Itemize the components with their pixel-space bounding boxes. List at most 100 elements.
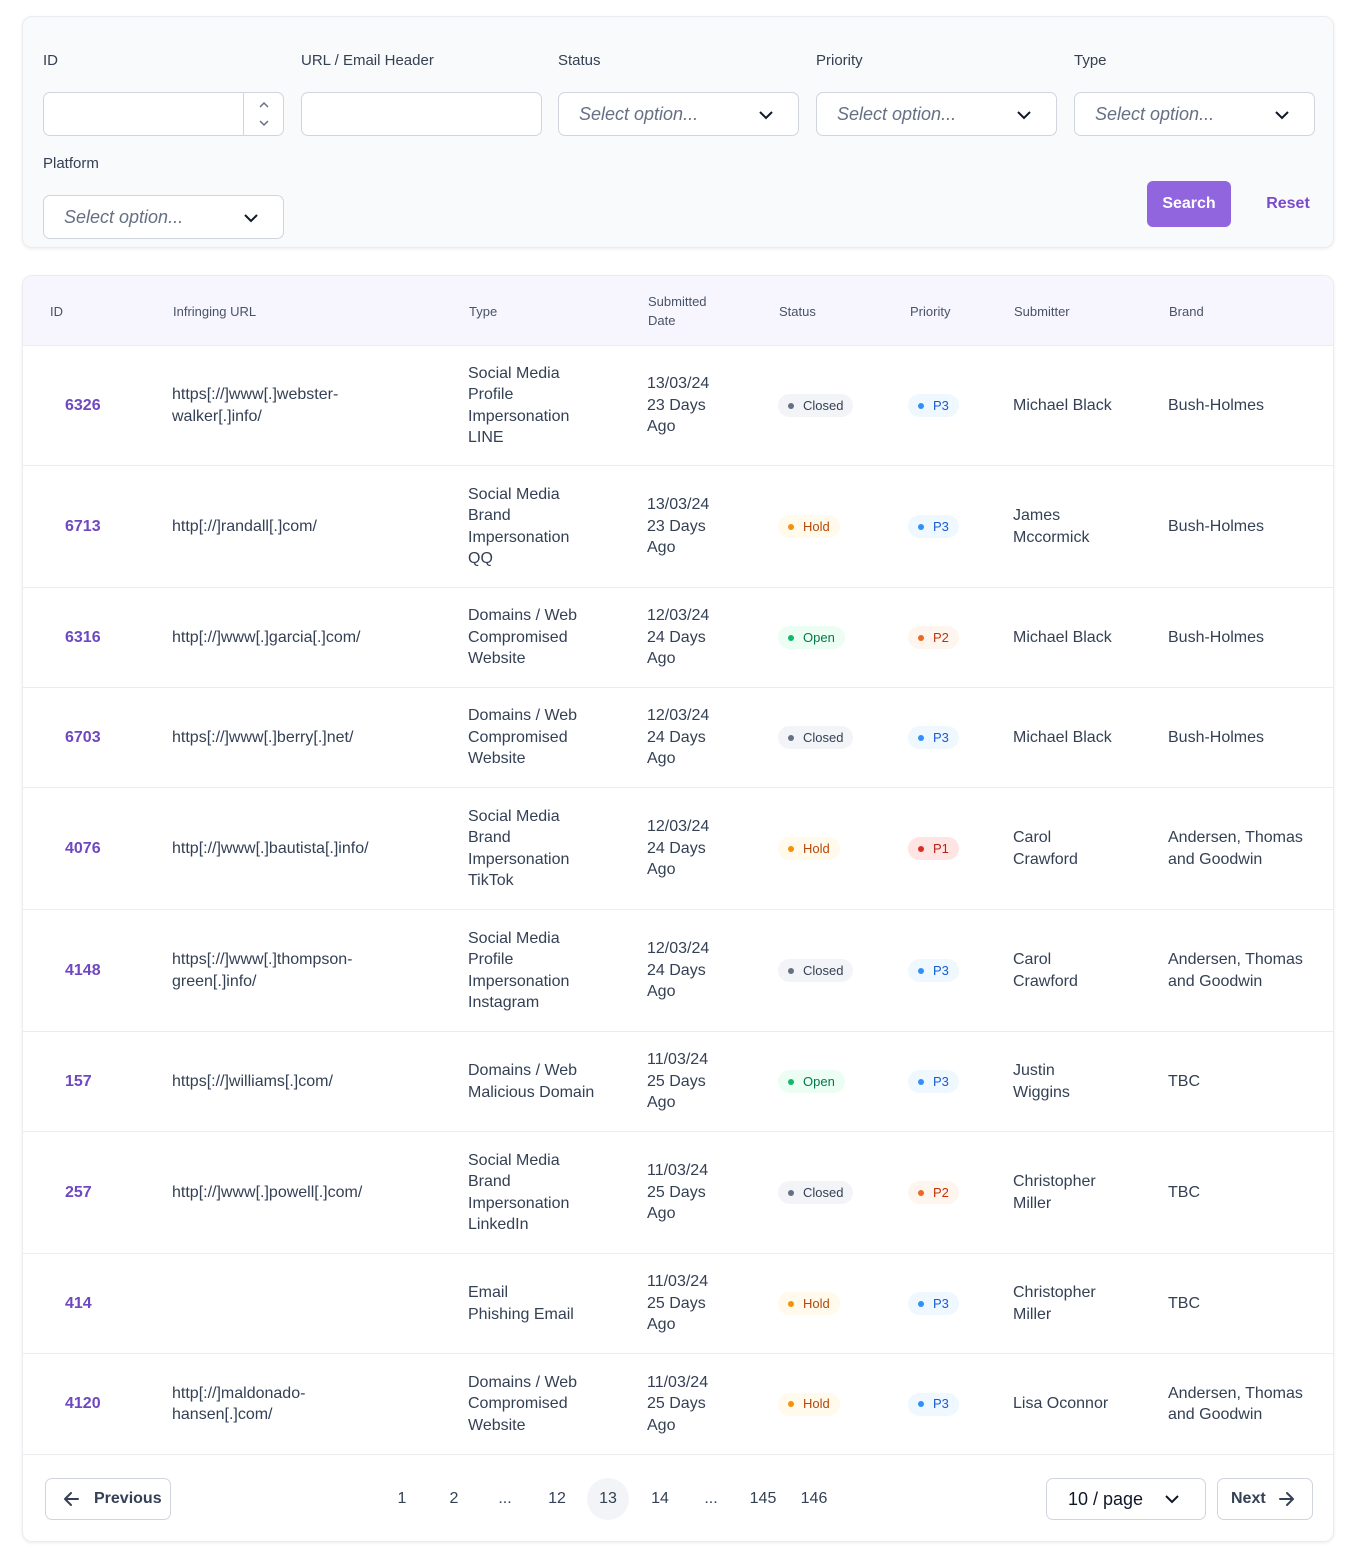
id-cell-text[interactable]: 6326 [65,396,101,414]
id-cell-text[interactable]: 4076 [65,839,101,857]
id-cell[interactable]: 157 [65,1032,92,1131]
date-cell: 12/03/24 24 Days Ago [647,788,709,909]
col-header-submitter-label: Submitter [1014,303,1070,319]
submitter-cell-text: Christopher Miller [1013,1173,1096,1212]
id-cell[interactable]: 6316 [65,588,101,687]
page-number[interactable]: 13 [587,1478,629,1520]
type-select[interactable]: Select option... [1074,92,1315,136]
priority-filter-label: Priority [816,52,863,69]
status-badge: Closed [778,394,854,417]
date-cell: 11/03/24 25 Days Ago [647,1132,708,1253]
previous-button[interactable]: Previous [45,1478,171,1520]
page-size-select[interactable]: 10 / page [1046,1478,1206,1520]
table-row[interactable]: 4076 http[://]www[.]bautista[.]info/Socia… [23,788,1333,910]
priority-filter: Priority Select option... [816,52,1057,136]
status-cell: Open [778,588,845,687]
arrow-right-icon [1278,1492,1294,1506]
url-cell: https[://]www[.]thompson- green[.]info/ [172,910,353,1031]
type-cell: Social Media Brand Impersonation LinkedI… [468,1132,569,1253]
col-header-id: ID [50,276,63,346]
status-dot-icon [788,845,794,852]
id-cell[interactable]: 4148 [65,910,101,1031]
date-cell: 12/03/24 24 Days Ago [647,588,709,687]
next-button[interactable]: Next [1217,1478,1313,1520]
id-cell-text[interactable]: 4120 [65,1395,101,1413]
page-number[interactable]: 14 [651,1490,669,1507]
priority-cell: P3 [908,1354,959,1454]
table-row[interactable]: 6326 https[://]www[.]webster- walker[.]in… [23,346,1333,466]
status-dot-icon [788,1078,794,1085]
url-cell: http[://]randall[.]com/ [172,466,317,587]
platform-select[interactable]: Select option... [43,195,284,239]
id-cell[interactable]: 6326 [65,346,101,465]
priority-select[interactable]: Select option... [816,92,1057,136]
date-cell-text: 13/03/24 23 Days Ago [647,496,710,557]
type-cell-text: Domains / Web Compromised Website [468,607,578,668]
reset-button[interactable]: Reset [1247,181,1329,227]
arrow-left-icon [64,1492,79,1506]
status-badge-label: Closed [803,729,844,745]
brand-cell: Bush-Holmes [1168,466,1264,587]
id-input[interactable] [43,92,284,136]
table-header: ID Infringing URL Type Submitted Date Status… [23,276,1333,346]
url-cell-text: http[://]maldonado- hansen[.]com/ [172,1384,306,1424]
priority-badge: P1 [908,837,959,860]
id-cell[interactable]: 4120 [65,1354,101,1454]
priority-badge-label: P3 [933,1073,949,1089]
brand-cell-text: Andersen, Thomas and Goodwin [1168,829,1303,868]
table-row[interactable]: 4120 http[://]maldonado- hansen[.]com/Dom… [23,1354,1333,1455]
id-cell[interactable]: 257 [65,1132,92,1253]
type-cell-text: Social Media Profile Impersonation LINE [468,364,570,447]
id-cell-text[interactable]: 6713 [65,517,101,535]
id-cell-text[interactable]: 157 [65,1072,92,1090]
id-stepper[interactable] [243,93,283,135]
col-header-submitted-date: Submitted Date [648,276,707,346]
table-row[interactable]: 6316 http[://]www[.]garcia[.]com/Domains … [23,588,1333,688]
table-row[interactable]: 4148 https[://]www[.]thompson- green[.]in… [23,910,1333,1032]
id-cell-text[interactable]: 4148 [65,961,101,979]
url-cell-text: https[://]www[.]thompson- green[.]info/ [172,951,353,990]
id-cell[interactable]: 6703 [65,688,101,787]
date-cell-text: 12/03/24 24 Days Ago [647,818,710,879]
table-row[interactable]: 6713 http[://]randall[.]com/Social Media … [23,466,1333,588]
id-cell[interactable]: 414 [65,1254,92,1353]
table-row[interactable]: 6703 https[://]www[.]berry[.]net/Domains … [23,688,1333,788]
table-row[interactable]: 414 Email Phishing Email 11/03/24 25 Days … [23,1254,1333,1354]
submitter-cell: Christopher Miller [1013,1132,1096,1253]
type-cell: Social Media Profile Impersonation LINE [468,346,569,465]
id-cell-text[interactable]: 257 [65,1183,92,1201]
brand-cell-text: TBC [1168,1072,1200,1090]
id-cell-text[interactable]: 6703 [65,728,101,746]
type-cell: Social Media Profile Impersonation Insta… [468,910,569,1031]
id-cell-text[interactable]: 414 [65,1294,92,1312]
priority-cell: P3 [908,1254,959,1353]
url-input[interactable] [301,92,542,136]
page-number[interactable]: 12 [548,1490,566,1507]
url-cell-text: https[://]www[.]berry[.]net/ [172,728,354,746]
date-cell: 12/03/24 24 Days Ago [647,688,709,787]
page-number[interactable]: 1 [397,1490,407,1507]
id-cell-text[interactable]: 6316 [65,628,101,646]
chevron-up-icon[interactable] [257,100,271,110]
page-number[interactable]: 145 [749,1490,777,1507]
status-dot-icon [788,1189,794,1196]
id-cell[interactable]: 6713 [65,466,101,587]
submitter-cell: Lisa Oconnor [1013,1354,1108,1454]
status-select[interactable]: Select option... [558,92,799,136]
submitter-cell: Michael Black [1013,588,1112,687]
status-badge-label: Hold [803,1396,830,1412]
search-button[interactable]: Search [1147,181,1231,227]
status-badge: Closed [778,959,854,982]
page-number[interactable]: 2 [449,1490,459,1507]
submitter-cell: Michael Black [1013,346,1112,465]
brand-cell: TBC [1168,1032,1200,1131]
platform-filter-label: Platform [43,155,99,172]
table-row[interactable]: 157 https[://]williams[.]com/Domains / We… [23,1032,1333,1132]
priority-select-placeholder: Select option... [837,104,957,124]
submitter-cell-text: Carol Crawford [1013,829,1078,868]
chevron-down-icon[interactable] [257,118,271,128]
id-cell[interactable]: 4076 [65,788,101,909]
type-cell: Domains / Web Compromised Website [468,588,577,687]
page-number[interactable]: 146 [800,1490,828,1507]
table-row[interactable]: 257 http[://]www[.]powell[.]com/Social Me… [23,1132,1333,1254]
